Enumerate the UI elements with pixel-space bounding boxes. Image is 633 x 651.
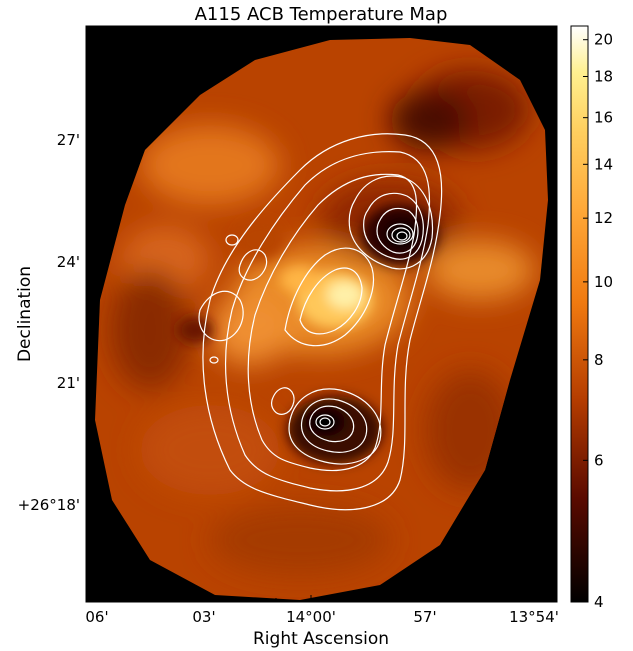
colorbar-ticks: 4 6 8 10 12 14 16 18 20 <box>583 31 613 611</box>
temperature-map <box>95 38 548 600</box>
x-tick-label-4: 13°54' <box>509 608 559 626</box>
x-tick-label-1: 03' <box>192 608 215 626</box>
x-axis-label: Right Ascension <box>253 629 389 649</box>
x-tick-label-0: 06' <box>85 608 108 626</box>
colorbar-tick-label-5: 14 <box>594 155 613 173</box>
colorbar-tick-label-8: 20 <box>594 31 613 49</box>
colorbar <box>570 25 589 603</box>
xray-contours <box>198 133 443 511</box>
y-tick-label-3: +26°18' <box>18 496 80 514</box>
colorbar-tick-label-2: 8 <box>594 351 604 369</box>
plot-frame <box>85 25 558 603</box>
y-tick-label-2: 21' <box>57 374 80 392</box>
colorbar-tick-label-1: 6 <box>594 451 604 469</box>
colorbar-tick-label-7: 18 <box>594 68 613 86</box>
colorbar-tick-label-6: 16 <box>594 109 613 127</box>
y-axis-label: Declination <box>15 266 35 362</box>
x-axis <box>96 26 542 602</box>
colorbar-tick-label-4: 12 <box>594 209 613 227</box>
x-tick-label-2: 14°00' <box>286 608 336 626</box>
chart-title: A115 ACB Temperature Map <box>195 4 448 25</box>
colorbar-tick-label-0: 4 <box>594 593 604 611</box>
y-tick-label-0: 27' <box>57 131 80 149</box>
y-tick-label-1: 24' <box>57 253 80 271</box>
y-axis <box>86 59 557 586</box>
x-tick-label-3: 57' <box>413 608 436 626</box>
colorbar-tick-label-3: 10 <box>594 273 613 291</box>
